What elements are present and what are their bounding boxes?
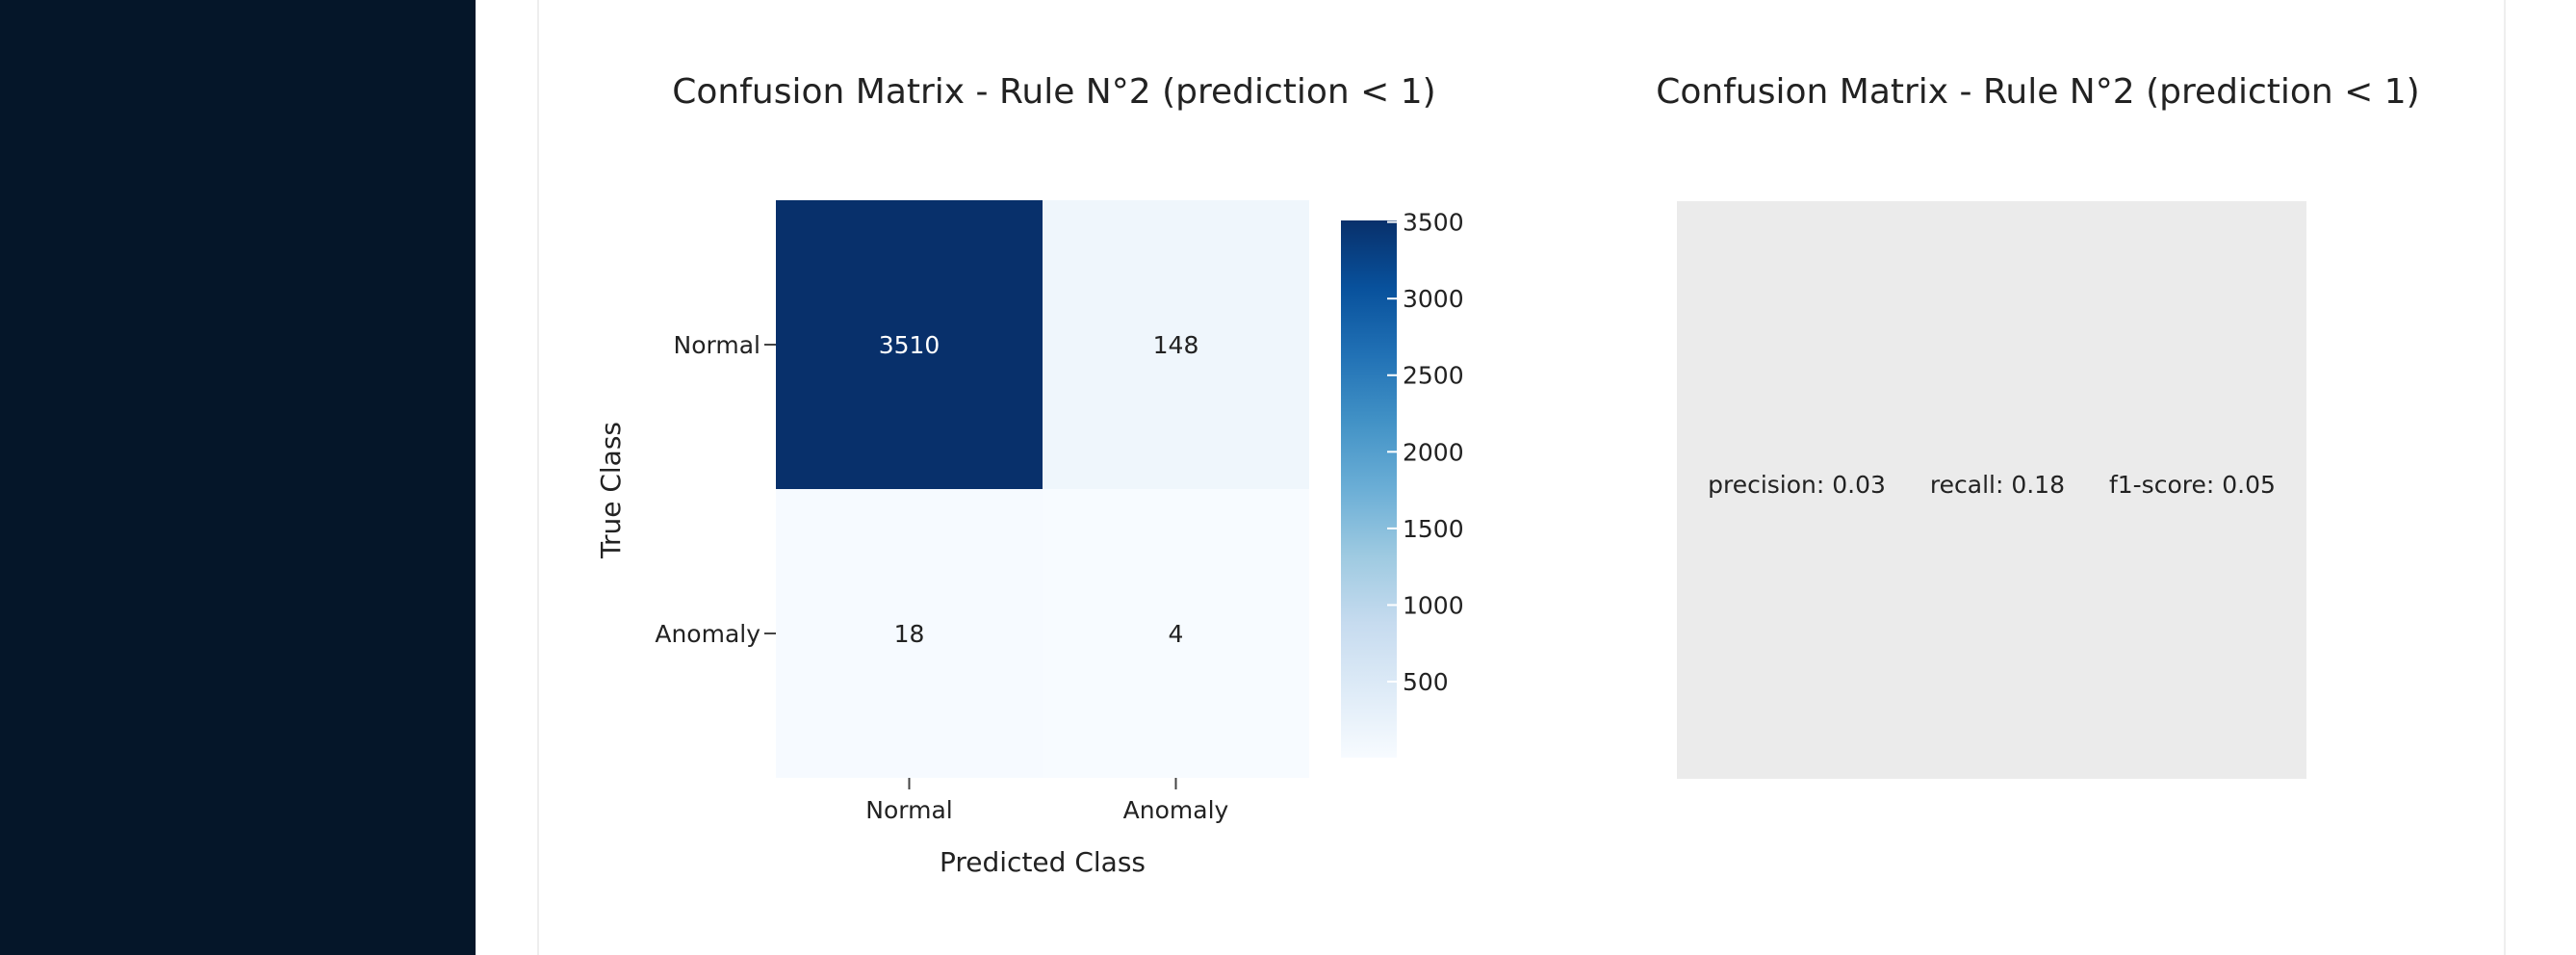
f1-score-metric: f1-score: 0.05 [2108,471,2276,499]
chart-title-right: Confusion Matrix - Rule N°2 (prediction … [1656,72,2420,112]
precision-metric: precision: 0.03 [1708,471,1886,499]
sidebar [0,0,476,955]
chart-title-left: Confusion Matrix - Rule N°2 (prediction … [672,72,1436,112]
metrics-row: precision: 0.03 recall: 0.18 f1-score: 0… [1677,471,2306,499]
recall-metric: recall: 0.18 [1929,471,2065,499]
card-border-right [2504,0,2506,955]
metrics-panel: precision: 0.03 recall: 0.18 f1-score: 0… [1677,201,2306,779]
card-border-left [537,0,539,955]
